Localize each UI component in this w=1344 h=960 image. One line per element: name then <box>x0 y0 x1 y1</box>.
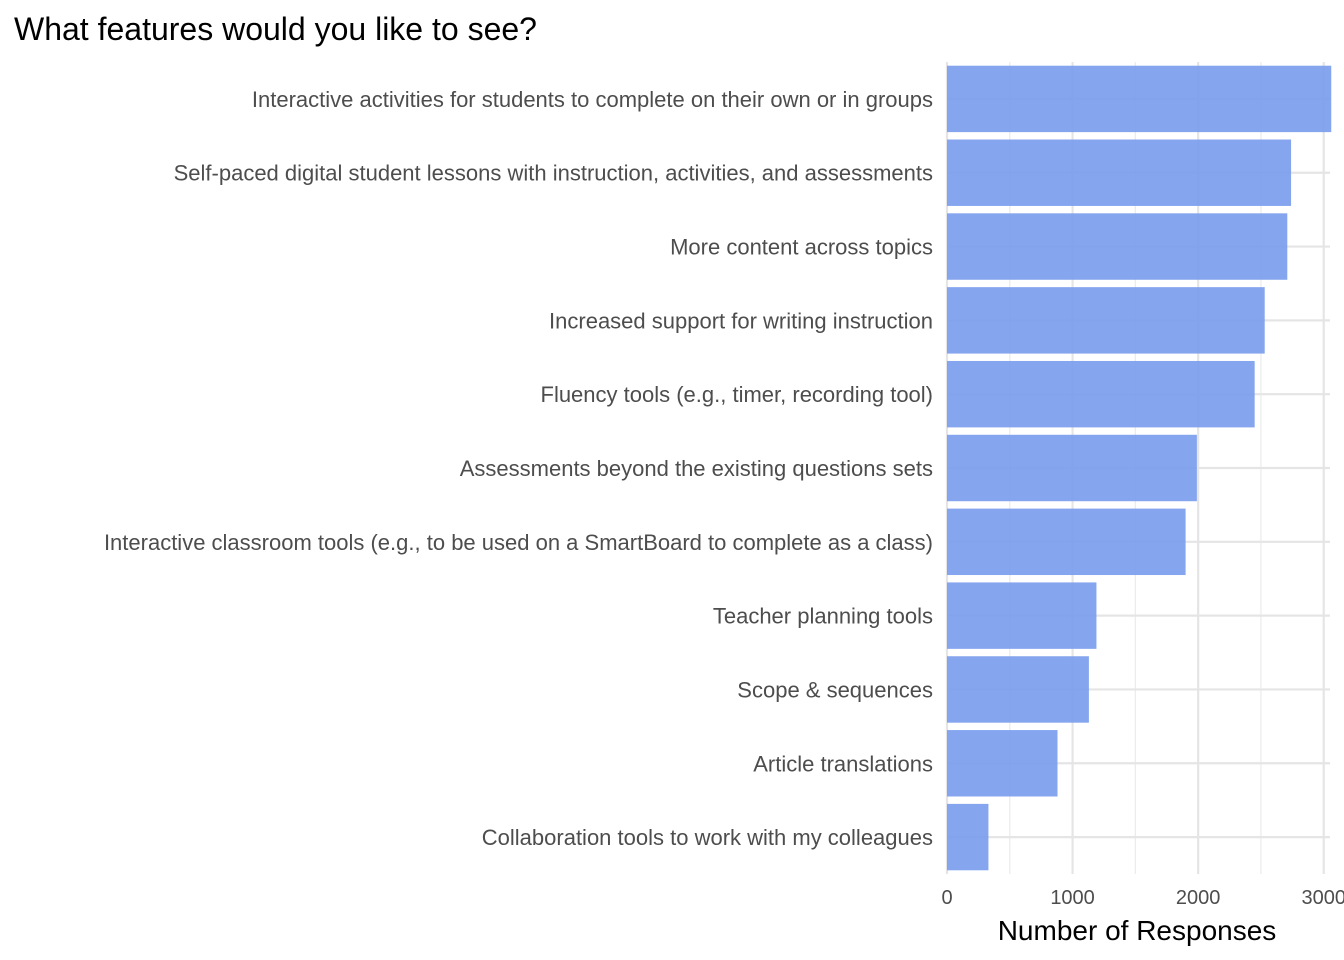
category-label: Interactive classroom tools (e.g., to be… <box>104 530 933 555</box>
bar <box>947 287 1265 354</box>
category-label: Fluency tools (e.g., timer, recording to… <box>541 382 934 407</box>
category-label: Self-paced digital student lessons with … <box>174 161 933 186</box>
category-label: Interactive activities for students to c… <box>252 87 933 112</box>
bar <box>947 656 1089 723</box>
bar <box>947 360 1255 428</box>
bar <box>947 139 1292 206</box>
category-label: Assessments beyond the existing question… <box>460 456 933 481</box>
bar <box>947 730 1058 797</box>
category-labels: Interactive activities for students to c… <box>104 87 933 850</box>
category-label: Article translations <box>753 751 933 776</box>
bar <box>947 65 1332 133</box>
category-label: Teacher planning tools <box>713 604 933 629</box>
bar <box>947 508 1186 576</box>
category-label: More content across topics <box>670 235 933 260</box>
bar <box>947 213 1288 280</box>
bar <box>947 434 1197 502</box>
bar <box>947 582 1097 649</box>
category-label: Scope & sequences <box>737 677 933 702</box>
x-tick-labels: 0 1000 2000 3000 <box>941 887 1344 909</box>
category-label: Collaboration tools to work with my coll… <box>482 825 933 850</box>
bar <box>947 803 989 871</box>
category-label: Increased support for writing instructio… <box>549 308 933 333</box>
bars <box>947 65 1332 871</box>
chart-title: What features would you like to see? <box>14 11 537 47</box>
x-tick-label: 2000 <box>1176 887 1221 909</box>
x-tick-label: 3000 <box>1301 887 1344 909</box>
x-tick-label: 0 <box>941 887 952 909</box>
x-axis-title: Number of Responses <box>998 915 1277 946</box>
x-tick-label: 1000 <box>1050 887 1095 909</box>
